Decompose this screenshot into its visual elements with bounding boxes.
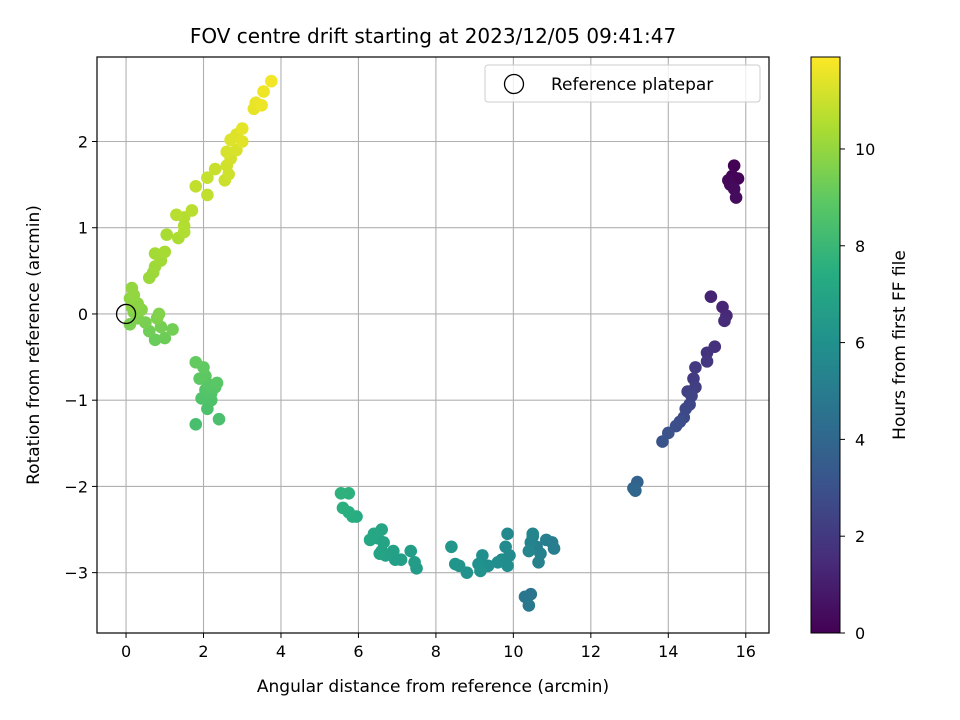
- x-tick-label: 6: [353, 642, 363, 661]
- colorbar: 0 2 4 6 8 10 Hours from first FF file: [810, 56, 910, 643]
- x-tick-label: 10: [503, 642, 523, 661]
- scatter-point: [727, 159, 741, 172]
- legend-box: [484, 64, 761, 103]
- scatter-point: [170, 208, 183, 222]
- scatter-point: [235, 135, 249, 148]
- scatter-point: [445, 540, 458, 554]
- scatter-point: [210, 376, 224, 390]
- colorbar-gradient: [810, 56, 841, 634]
- y-tick-label: −1: [64, 391, 88, 410]
- x-tick-label: 8: [431, 642, 441, 661]
- scatter-point: [448, 557, 462, 571]
- scatter-point: [729, 191, 743, 204]
- colorbar-tick-label: 4: [855, 430, 865, 449]
- scatter-point: [689, 361, 702, 374]
- scatter-point: [718, 314, 731, 328]
- y-tick-label: 2: [78, 133, 88, 152]
- chart-title: FOV centre drift starting at 2023/12/05 …: [190, 24, 676, 48]
- colorbar-tick-label: 8: [855, 237, 865, 256]
- scatter-point: [704, 290, 718, 304]
- y-tick-label: −3: [64, 564, 88, 583]
- scatter-point: [185, 204, 199, 217]
- x-tick-label: 0: [121, 642, 131, 661]
- scatter-point: [373, 547, 387, 560]
- scatter-point: [152, 307, 166, 321]
- colorbar-ticks: 0 2 4 6 8 10: [840, 140, 875, 643]
- scatter-point: [158, 245, 172, 259]
- scatter-point: [547, 542, 561, 555]
- scatter-point: [212, 412, 226, 426]
- scatter-point: [336, 501, 350, 515]
- scatter-point: [257, 85, 270, 98]
- scatter-point: [408, 555, 421, 569]
- scatter-point: [235, 122, 249, 135]
- x-tick-label: 16: [736, 642, 756, 661]
- scatter-point: [189, 418, 203, 431]
- scatter-point: [526, 527, 540, 541]
- colorbar-tick-label: 6: [855, 334, 865, 353]
- legend-reference-marker: [503, 73, 525, 95]
- x-tick-label: 2: [198, 642, 208, 661]
- scatter-point: [220, 145, 234, 159]
- colorbar-tick-label: 10: [855, 140, 875, 159]
- scatter-point: [160, 228, 174, 241]
- scatter-point: [522, 599, 536, 612]
- scatter-point: [166, 323, 179, 336]
- y-tick-label: 0: [78, 305, 88, 324]
- scatter-point: [404, 544, 418, 558]
- scatter-point: [656, 435, 669, 448]
- scatter-point: [501, 527, 514, 541]
- scatter-point: [474, 564, 487, 578]
- scatter-point: [201, 188, 214, 202]
- grid-lines: [97, 57, 769, 633]
- scatter-point: [522, 544, 536, 558]
- x-tick-label: 4: [276, 642, 286, 661]
- y-tick-label: 1: [78, 219, 88, 238]
- legend: Reference platepar: [484, 64, 761, 103]
- scatter-point: [189, 355, 203, 369]
- scatter-point: [201, 171, 214, 185]
- reference-platepar-marker: [115, 303, 137, 325]
- colorbar-tick-label: 2: [855, 527, 865, 546]
- scatter-point: [491, 555, 505, 569]
- scatter-points: [123, 74, 745, 612]
- x-axis-ticks: 0 2 4 6 8 10 12 14 16: [121, 633, 756, 661]
- scatter-point: [264, 74, 278, 88]
- scatter-point: [189, 180, 203, 193]
- x-axis-label: Angular distance from reference (arcmin): [257, 677, 609, 697]
- plot-frame: [96, 56, 770, 634]
- scatter-point: [363, 533, 377, 547]
- colorbar-label: Hours from first FF file: [890, 250, 910, 440]
- y-axis-label: Rotation from reference (arcmin): [24, 205, 44, 485]
- scatter-point: [539, 533, 553, 547]
- scatter-point: [158, 331, 172, 345]
- y-tick-label: −2: [64, 477, 88, 496]
- scatter-point: [334, 487, 348, 500]
- reference-marker-group: [115, 303, 137, 325]
- x-tick-label: 12: [581, 642, 601, 661]
- scatter-point: [255, 98, 268, 112]
- scatter-point: [501, 559, 514, 573]
- y-axis-ticks: −3 −2 −1 0 1 2: [64, 133, 97, 583]
- x-tick-label: 14: [658, 642, 678, 661]
- scatter-point: [125, 281, 139, 295]
- scatter-point: [629, 484, 642, 498]
- legend-label: Reference platepar: [551, 75, 713, 95]
- scatter-point: [700, 346, 714, 360]
- scatter-point: [208, 162, 222, 176]
- scatter-point: [148, 247, 162, 260]
- scatter-point: [700, 355, 714, 368]
- scatter-point: [177, 219, 191, 233]
- colorbar-tick-label: 0: [855, 624, 865, 643]
- scatter-point: [532, 555, 545, 569]
